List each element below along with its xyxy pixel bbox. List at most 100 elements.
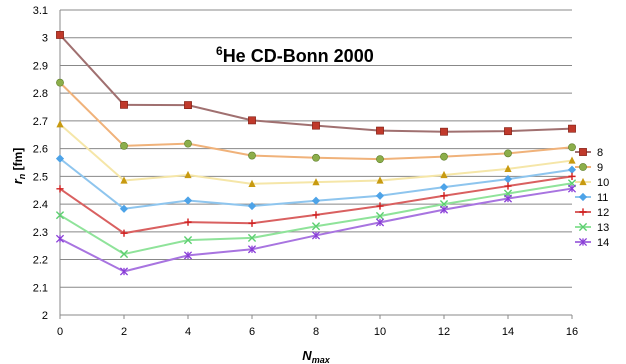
y-tick-label: 2.2 (33, 255, 48, 267)
data-point-11 (311, 196, 321, 205)
legend-marker-8 (579, 148, 587, 156)
data-point-12 (440, 192, 448, 200)
data-point-9 (504, 149, 512, 158)
x-tick-label: 6 (249, 326, 255, 338)
y-tick-label: 2.9 (33, 60, 48, 72)
x-axis-label-main: N (302, 348, 312, 363)
legend-label-14: 14 (597, 237, 609, 249)
x-tick-label: 2 (121, 326, 127, 338)
legend-marker-11 (578, 192, 588, 202)
data-point-12 (312, 211, 320, 219)
x-tick-label: 16 (566, 326, 578, 338)
y-tick-label: 2.8 (33, 88, 48, 100)
data-point-11 (503, 175, 513, 184)
data-point-10 (184, 170, 192, 179)
data-point-13 (183, 236, 193, 245)
y-tick-label: 2.5 (33, 171, 48, 183)
legend-label-12: 12 (597, 207, 609, 219)
data-point-11 (247, 201, 257, 211)
data-point-14 (55, 234, 65, 243)
data-point-14 (119, 267, 129, 276)
data-point-11 (439, 183, 449, 192)
legend-marker-12 (579, 208, 587, 216)
data-point-9 (120, 141, 128, 150)
data-point-12 (504, 182, 512, 190)
series-line-13 (59, 182, 573, 256)
data-point-12 (184, 218, 192, 226)
data-point-8 (440, 127, 448, 136)
data-point-10 (440, 170, 448, 179)
data-point-8 (376, 126, 384, 135)
x-axis-label-sub: max (312, 355, 331, 364)
chart-title: 6He CD-Bonn 2000 (216, 44, 374, 66)
y-tick-label: 2.1 (33, 282, 48, 294)
x-tick-label: 12 (438, 326, 450, 338)
data-point-10 (120, 176, 128, 184)
data-point-13 (247, 233, 257, 243)
data-point-14 (567, 184, 577, 193)
legend: 8 9 10 11 12 13 14 (575, 147, 609, 249)
legend-label-8: 8 (597, 147, 603, 159)
legend-label-9: 9 (597, 162, 603, 174)
tick-labels: 22.12.22.32.42.52.62.72.82.933.10 2 4 6 8 10 1… (33, 5, 578, 338)
data-point-10 (312, 178, 320, 186)
data-point-9 (56, 78, 64, 87)
x-tick-label: 8 (313, 326, 319, 338)
data-point-13 (55, 211, 65, 220)
data-point-9 (376, 155, 384, 164)
data-point-9 (248, 151, 256, 160)
data-point-9 (568, 143, 576, 152)
data-point-10 (56, 120, 64, 128)
legend-marker-13 (578, 222, 588, 232)
data-point-11 (567, 165, 577, 174)
data-point-12 (568, 172, 576, 180)
data-point-11 (375, 191, 385, 200)
data-point-12 (248, 219, 256, 227)
data-point-12 (56, 185, 64, 193)
legend-label-11: 11 (597, 192, 608, 204)
y-tick-label: 3.1 (33, 5, 48, 17)
legend-marker-9 (579, 163, 587, 171)
y-tick-label: 2.7 (33, 116, 48, 128)
x-tick-label: 10 (374, 326, 386, 338)
y-tick-label: 2.6 (33, 144, 48, 156)
data-point-14 (183, 251, 193, 260)
y-tick-label: 2.3 (33, 227, 48, 239)
title-main: He CD-Bonn 2000 (223, 46, 374, 66)
x-tick-label: 0 (57, 326, 63, 338)
data-point-10 (376, 176, 384, 184)
data-point-8 (312, 121, 320, 130)
x-axis-label: Nmax (302, 348, 330, 364)
legend-marker-10 (579, 177, 587, 186)
legend-label-13: 13 (597, 222, 609, 234)
data-point-10 (248, 179, 256, 187)
data-point-13 (311, 222, 321, 231)
x-tick-label: 14 (502, 326, 514, 338)
data-point-10 (568, 156, 576, 164)
data-point-8 (184, 101, 192, 110)
data-point-14 (375, 218, 385, 227)
data-point-9 (184, 139, 192, 148)
data-point-12 (376, 202, 384, 210)
data-point-13 (375, 211, 385, 221)
data-point-12 (120, 229, 128, 237)
x-tick-label: 4 (185, 326, 191, 338)
data-point-9 (440, 152, 448, 161)
data-point-8 (56, 31, 64, 39)
series-lines (55, 31, 577, 276)
data-point-14 (503, 194, 513, 203)
legend-marker-14 (578, 237, 588, 247)
data-point-14 (311, 231, 321, 240)
data-point-8 (504, 127, 512, 136)
data-point-13 (119, 249, 129, 259)
legend-label-10: 10 (597, 177, 609, 189)
y-axis-label-main: r (10, 178, 25, 184)
y-axis-label-sub: n (17, 173, 27, 179)
gridlines (60, 9, 572, 288)
data-point-14 (439, 205, 449, 214)
data-point-11 (183, 196, 193, 205)
data-point-11 (119, 204, 129, 213)
data-point-9 (312, 153, 320, 162)
data-point-10 (504, 164, 512, 172)
